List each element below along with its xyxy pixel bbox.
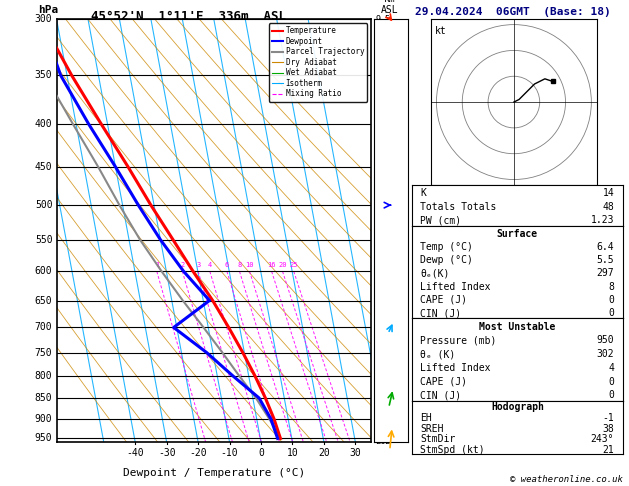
Text: 4.8: 4.8 bbox=[376, 235, 390, 244]
Text: -20: -20 bbox=[189, 448, 207, 458]
Text: 950: 950 bbox=[35, 434, 52, 443]
Text: 9.5: 9.5 bbox=[376, 15, 390, 24]
Text: 300: 300 bbox=[35, 15, 52, 24]
Text: hPa: hPa bbox=[38, 5, 58, 15]
Text: 650: 650 bbox=[35, 295, 52, 306]
Text: 45°52'N  1°11'E  336m  ASL: 45°52'N 1°11'E 336m ASL bbox=[91, 10, 286, 23]
Text: 29.04.2024  06GMT  (Base: 18): 29.04.2024 06GMT (Base: 18) bbox=[415, 7, 611, 17]
Text: Surface: Surface bbox=[497, 229, 538, 239]
Text: 10: 10 bbox=[245, 262, 254, 268]
Text: Temp (°C): Temp (°C) bbox=[420, 242, 473, 252]
Text: K: K bbox=[420, 188, 426, 198]
Text: 6.4: 6.4 bbox=[597, 242, 615, 252]
Text: 1.9: 1.9 bbox=[376, 371, 390, 381]
Text: StmDir: StmDir bbox=[420, 434, 455, 444]
Legend: Temperature, Dewpoint, Parcel Trajectory, Dry Adiabat, Wet Adiabat, Isotherm, Mi: Temperature, Dewpoint, Parcel Trajectory… bbox=[269, 23, 367, 102]
Text: 3: 3 bbox=[196, 262, 200, 268]
Text: 850: 850 bbox=[35, 393, 52, 403]
Text: -1: -1 bbox=[603, 413, 615, 423]
Text: SREH: SREH bbox=[420, 424, 444, 434]
Text: 4.2: 4.2 bbox=[376, 267, 390, 276]
Text: 400: 400 bbox=[35, 119, 52, 129]
Text: 297: 297 bbox=[597, 268, 615, 278]
Text: θₑ(K): θₑ(K) bbox=[420, 268, 450, 278]
Text: 950: 950 bbox=[597, 335, 615, 346]
Text: 0: 0 bbox=[608, 377, 615, 387]
Text: 25: 25 bbox=[289, 262, 298, 268]
Text: 7.0: 7.0 bbox=[376, 120, 390, 128]
Text: θₑ (K): θₑ (K) bbox=[420, 349, 455, 359]
Text: 800: 800 bbox=[35, 371, 52, 381]
Text: 8: 8 bbox=[237, 262, 242, 268]
Text: 6: 6 bbox=[225, 262, 229, 268]
Text: -10: -10 bbox=[221, 448, 238, 458]
Text: CIN (J): CIN (J) bbox=[420, 308, 462, 318]
Text: 8: 8 bbox=[608, 282, 615, 292]
Text: 2: 2 bbox=[181, 262, 184, 268]
Text: 16: 16 bbox=[267, 262, 276, 268]
Text: © weatheronline.co.uk: © weatheronline.co.uk bbox=[510, 474, 623, 484]
Text: 3.6: 3.6 bbox=[376, 296, 390, 305]
Text: 1: 1 bbox=[155, 262, 159, 268]
Text: 0.9: 0.9 bbox=[376, 414, 390, 423]
Text: 2.4: 2.4 bbox=[376, 348, 390, 357]
Text: 0: 0 bbox=[608, 390, 615, 400]
Text: Mixing Ratio (g/kg): Mixing Ratio (g/kg) bbox=[399, 234, 408, 329]
Text: 4: 4 bbox=[608, 363, 615, 373]
Text: PW (cm): PW (cm) bbox=[420, 215, 462, 226]
Text: Dewp (°C): Dewp (°C) bbox=[420, 255, 473, 265]
Text: 21: 21 bbox=[603, 445, 615, 455]
Text: 500: 500 bbox=[35, 200, 52, 210]
Text: 5.5: 5.5 bbox=[376, 201, 390, 209]
Text: kt: kt bbox=[435, 26, 447, 36]
Text: 0: 0 bbox=[608, 295, 615, 305]
Text: Dewpoint / Temperature (°C): Dewpoint / Temperature (°C) bbox=[123, 468, 305, 478]
Text: 0.4: 0.4 bbox=[376, 434, 390, 443]
Text: 6.2: 6.2 bbox=[376, 162, 390, 172]
Text: 30: 30 bbox=[350, 448, 361, 458]
Text: 3.0: 3.0 bbox=[376, 323, 390, 332]
Text: Hodograph: Hodograph bbox=[491, 402, 544, 412]
Text: 4: 4 bbox=[208, 262, 212, 268]
Text: km
ASL: km ASL bbox=[381, 0, 399, 15]
Text: 900: 900 bbox=[35, 414, 52, 424]
Text: 10: 10 bbox=[287, 448, 298, 458]
Text: 0: 0 bbox=[608, 308, 615, 318]
Text: 20: 20 bbox=[318, 448, 330, 458]
Text: 8.0: 8.0 bbox=[376, 71, 390, 80]
Text: -40: -40 bbox=[126, 448, 144, 458]
Text: 38: 38 bbox=[603, 424, 615, 434]
Text: 1.23: 1.23 bbox=[591, 215, 615, 226]
Text: 1.4: 1.4 bbox=[376, 394, 390, 402]
Text: Most Unstable: Most Unstable bbox=[479, 322, 555, 331]
Text: 700: 700 bbox=[35, 322, 52, 332]
Text: LCL: LCL bbox=[376, 436, 390, 446]
Text: CAPE (J): CAPE (J) bbox=[420, 377, 467, 387]
Text: Totals Totals: Totals Totals bbox=[420, 202, 497, 212]
Text: 750: 750 bbox=[35, 347, 52, 358]
Text: 350: 350 bbox=[35, 70, 52, 81]
Text: 48: 48 bbox=[603, 202, 615, 212]
Text: 0: 0 bbox=[258, 448, 264, 458]
Text: Lifted Index: Lifted Index bbox=[420, 282, 491, 292]
Text: EH: EH bbox=[420, 413, 432, 423]
Text: 243°: 243° bbox=[591, 434, 615, 444]
Text: 302: 302 bbox=[597, 349, 615, 359]
Text: 450: 450 bbox=[35, 162, 52, 172]
Text: StmSpd (kt): StmSpd (kt) bbox=[420, 445, 485, 455]
Text: 5.5: 5.5 bbox=[597, 255, 615, 265]
Text: -30: -30 bbox=[158, 448, 175, 458]
Text: 550: 550 bbox=[35, 235, 52, 245]
Text: 14: 14 bbox=[603, 188, 615, 198]
Text: 600: 600 bbox=[35, 266, 52, 277]
Text: CAPE (J): CAPE (J) bbox=[420, 295, 467, 305]
Text: 20: 20 bbox=[278, 262, 287, 268]
Text: Lifted Index: Lifted Index bbox=[420, 363, 491, 373]
Text: Pressure (mb): Pressure (mb) bbox=[420, 335, 497, 346]
Text: CIN (J): CIN (J) bbox=[420, 390, 462, 400]
